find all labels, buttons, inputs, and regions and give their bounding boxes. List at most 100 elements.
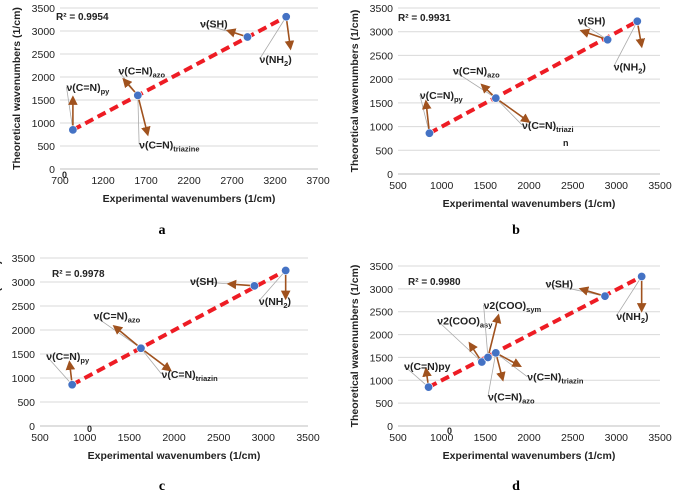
y-tick-label: 1500 — [370, 98, 394, 110]
leader-line — [137, 95, 140, 145]
data-point — [600, 291, 610, 301]
x-tick-label: 3000 — [252, 432, 276, 444]
band-label: ν(SH) — [546, 278, 573, 290]
data-point — [637, 272, 647, 282]
y-tick-label: 2000 — [12, 325, 36, 337]
band-label: ν(C=N)py — [420, 90, 464, 104]
leader-line — [66, 86, 74, 130]
x-tick-label: 3200 — [263, 175, 287, 187]
y-axis-title: Theoretical wavenumbers (1/cm) — [349, 10, 361, 173]
r-squared-label: R² = 0.9978 — [52, 269, 105, 280]
x-tick-label: 1700 — [134, 175, 158, 187]
x-tick-label: 3500 — [648, 432, 672, 444]
band-label: ν(C=N)triazine — [139, 139, 199, 153]
x-axis-title: Experimental wavenumbers (1/cm) — [443, 450, 616, 462]
data-point — [477, 357, 487, 367]
leader-line — [259, 16, 287, 60]
band-label: ν(C=N)py — [404, 361, 451, 373]
y-tick-label: 3000 — [32, 26, 56, 38]
r-squared-label: R² = 0.9954 — [56, 12, 109, 23]
y-tick-label: 1000 — [12, 373, 36, 385]
y-axis-title: Theoretical wavenumbers (1/cm) — [349, 265, 361, 428]
data-point — [281, 265, 291, 275]
x-tick-label: 500 — [389, 432, 407, 444]
y-tick-label: 0 — [387, 169, 393, 181]
data-point — [281, 12, 291, 22]
trendline — [71, 268, 287, 387]
data-point — [68, 125, 78, 135]
x-tick-label: 1500 — [474, 432, 498, 444]
leader-line — [495, 97, 523, 126]
y-tick-label: 500 — [17, 397, 35, 409]
r-squared-label: R² = 0.9980 — [408, 277, 461, 288]
vibration-arrow — [137, 95, 151, 137]
data-point — [483, 352, 493, 362]
vibration-arrow — [495, 352, 506, 382]
band-label: ν(NH2) — [259, 296, 291, 310]
data-point — [424, 382, 434, 392]
data-point — [491, 348, 501, 358]
trendline — [427, 274, 643, 389]
band-label: ν(C=N)triazin — [161, 369, 218, 383]
data-point — [249, 281, 259, 291]
leader-line — [437, 320, 483, 363]
y-tick-label: 0 — [29, 421, 35, 433]
y-tick-label: 1500 — [12, 349, 36, 361]
x-tick-label: 1000 — [73, 432, 97, 444]
y-tick-label: 500 — [375, 398, 393, 410]
leader-line — [403, 365, 429, 388]
x-tick-label: 2500 — [207, 432, 231, 444]
y-tick-label: 2000 — [32, 72, 56, 84]
leader-line — [483, 304, 489, 358]
leader-line — [419, 94, 430, 134]
band-label: ν(C=N)azo — [94, 310, 141, 324]
x-tick-label: 2500 — [561, 432, 585, 444]
stray-mark: n — [563, 138, 569, 148]
x-tick-label: 1500 — [474, 180, 498, 192]
y-tick-label: 3500 — [370, 261, 394, 273]
vibration-arrow — [495, 97, 531, 123]
x-tick-label: 2000 — [162, 432, 186, 444]
data-point — [603, 35, 613, 45]
stray-mark: 0 — [447, 426, 452, 436]
band-label: ν(C=N)triazin — [527, 372, 584, 386]
x-tick-label: 3000 — [605, 432, 629, 444]
y-tick-label: 3000 — [12, 277, 36, 289]
vibration-arrow — [284, 16, 295, 51]
leader-line — [545, 283, 606, 297]
y-tick-label: 500 — [37, 141, 55, 153]
band-label: ν2(COO)asy — [437, 316, 493, 330]
vibration-arrow — [112, 324, 142, 349]
y-tick-label: 500 — [375, 145, 393, 157]
r-squared-label: R² = 0.9931 — [398, 13, 451, 24]
vibration-arrow — [579, 28, 608, 41]
band-label: ν(C=N)py — [46, 351, 90, 365]
x-axis-title: Experimental wavenumbers (1/cm) — [88, 450, 261, 462]
data-point — [491, 93, 501, 103]
y-tick-label: 1000 — [370, 122, 394, 134]
chart-panel-a: 0 500 1000 1500 2000 2500 3000 3500 700 1200 1700 2… — [11, 3, 330, 238]
band-label: ν(NH2) — [616, 311, 648, 325]
y-tick-label: 3500 — [370, 3, 394, 15]
x-tick-label: 3500 — [648, 180, 672, 192]
band-label: ν(NH2) — [614, 62, 646, 76]
panel-letter: c — [159, 479, 165, 494]
x-tick-label: 1200 — [91, 175, 115, 187]
data-point — [632, 16, 642, 26]
band-label: ν(SH) — [200, 18, 227, 30]
x-tick-label: 3700 — [306, 175, 330, 187]
band-label: ν(C=N)py — [66, 82, 110, 96]
leader-line — [487, 352, 497, 397]
band-label: ν(C=N)azo — [453, 65, 500, 79]
band-label: ν(NH2) — [260, 54, 292, 68]
y-tick-label: 2500 — [32, 49, 56, 61]
leader-line — [615, 276, 642, 317]
panel-letter: a — [159, 223, 166, 238]
panel-letter: d — [512, 479, 520, 494]
band-label: ν(SH) — [190, 276, 217, 288]
y-tick-label: 2000 — [370, 74, 394, 86]
